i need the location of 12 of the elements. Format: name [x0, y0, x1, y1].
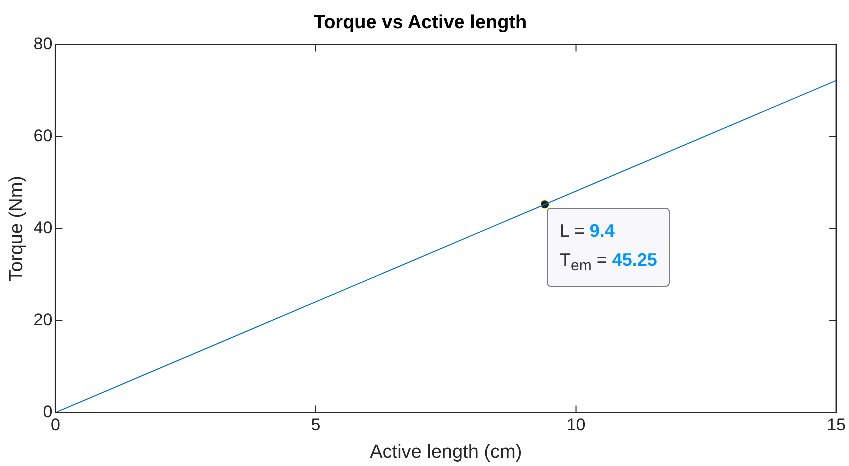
x-tick-label: 15	[827, 416, 846, 435]
y-tick-label: 0	[43, 402, 53, 422]
x-tick-label: 10	[566, 416, 586, 435]
y-tick-label: 40	[34, 218, 53, 238]
y-tick-label: 80	[34, 34, 53, 54]
x-axis-title: Active length (cm)	[370, 442, 522, 463]
annotation: L = 9.4 T$_{em}$ = 45.25	[560, 220, 658, 276]
chart-title: Torque vs Active length	[314, 12, 528, 34]
y-tick-label: 60	[34, 126, 53, 146]
y-tick-label: 20	[34, 310, 53, 330]
x-tick-label: 5	[311, 416, 321, 435]
y-axis-title: Torque (Nm)	[6, 176, 28, 282]
